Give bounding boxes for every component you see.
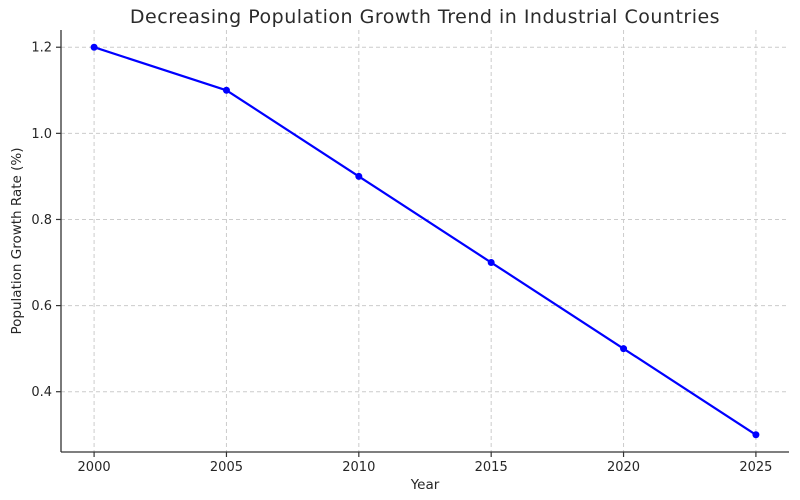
x-tick-label: 2005 [210,460,243,475]
gridlines [61,30,789,452]
axis-tick-labels: 2000 2005 2010 2015 2020 2025 0.4 0.6 0.8 1.0 1.2 [31,41,772,475]
y-tick-label: 1.2 [31,41,52,56]
axis-ticks [56,46,757,457]
data-point-marker [90,43,98,51]
series-line [92,46,758,436]
data-point-marker [487,259,495,267]
chart-title: Decreasing Population Growth Trend in In… [129,6,721,28]
data-series [90,43,760,439]
data-point-marker [752,431,760,439]
x-tick-label: 2020 [607,460,640,475]
y-tick-label: 0.8 [31,213,52,228]
x-tick-label: 2015 [475,460,508,475]
x-tick-label: 2010 [342,460,375,475]
y-tick-label: 0.4 [31,385,52,400]
data-point-marker [355,172,363,180]
x-tick-label: 2025 [739,460,772,475]
data-point-marker [620,345,628,353]
x-axis-label: Year [410,477,440,493]
y-tick-label: 1.0 [31,127,52,142]
y-tick-label: 0.6 [31,299,52,314]
x-tick-label: 2000 [78,460,111,475]
data-point-marker [222,86,230,94]
y-axis-label: Population Growth Rate (%) [9,147,25,335]
axes-spines [60,30,789,453]
